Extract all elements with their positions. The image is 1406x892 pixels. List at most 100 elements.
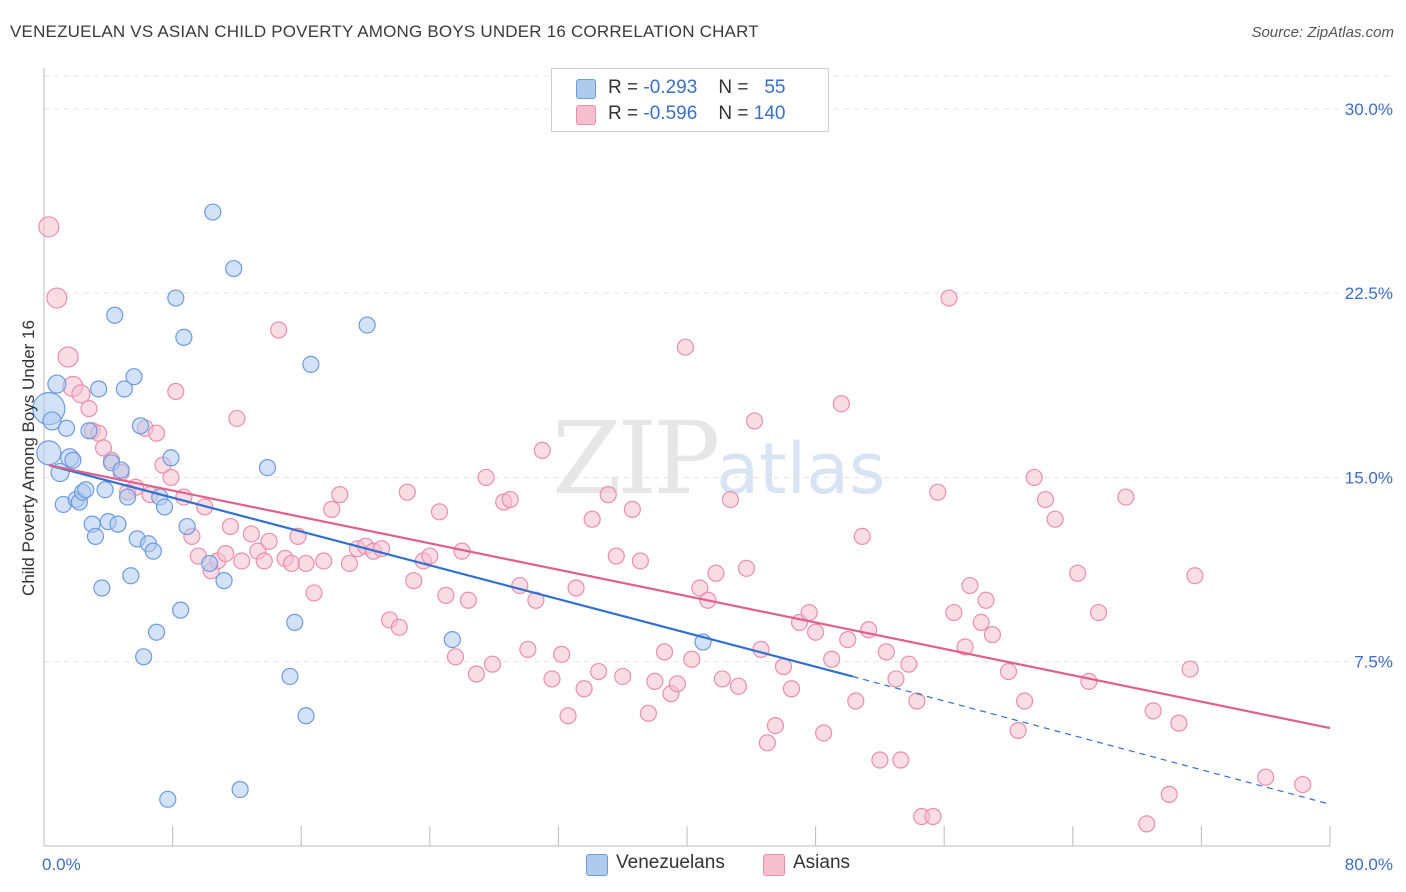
venezuelan-point [178,517,196,536]
source-label: Source: ZipAtlas.com [1251,24,1394,41]
asian-point [977,591,995,609]
bottom-legend-swatch-venezuelans [586,854,608,876]
asian-point [323,500,341,518]
asian-point [961,576,979,595]
asian-point [599,486,617,504]
venezuelan-point [131,417,150,435]
asian-point [623,500,641,518]
asian-point [38,216,60,238]
venezuelan-point [93,579,111,597]
asian-point [752,640,770,659]
venezuelan-point [167,289,185,307]
venezuelan-point [258,459,277,477]
asian-point [668,675,686,693]
asian-point [1046,510,1064,528]
asian-point [908,692,926,710]
asian-point [467,665,486,683]
asian-point [71,384,91,404]
asian-point [553,645,571,663]
asian-point [721,490,740,509]
venezuelan-point [135,648,153,666]
venezuelan-trendline [48,464,853,678]
asian-point [459,591,477,609]
venezuelan-point [147,623,166,641]
venezuelan-point [297,707,315,725]
asian-point [1089,603,1108,622]
correlation-legend: R = -0.293 N = 55 R = -0.596 N = 140 [551,68,829,132]
venezuelan-point [96,481,114,499]
legend-n-label: N = [718,103,749,124]
asian-point [477,468,495,487]
legend-swatch-asians [576,105,596,125]
y-tick-label: 15.0% [1345,468,1393,487]
asian-point [331,486,349,504]
asian-point [929,483,947,501]
asian-point [297,554,315,573]
asian-point [80,400,98,418]
asian-point [167,382,185,401]
axis-layer [43,68,1331,847]
legend-n-label: N = [718,77,749,98]
legend-r-label: R = [608,103,639,124]
venezuelan-point [155,498,174,516]
asian-point [559,707,577,725]
asian-point [483,655,502,673]
asian-point [823,650,841,668]
asian-point [1117,488,1135,506]
points-layer [32,203,1312,833]
asian-point [972,613,990,632]
venezuelan-point [286,613,304,632]
venezuelan-point [159,790,177,808]
asian-point [398,483,416,501]
asian-point [871,751,889,769]
asian-point [1009,721,1027,740]
asian-point [707,564,725,582]
venezuelan-point [90,380,108,398]
legend-r-label: R = [608,77,639,98]
asian-point [390,618,408,636]
venezuelan-point [175,328,193,346]
asian-point [421,547,439,565]
asian-point [774,658,793,676]
asian-point [162,468,180,487]
asian-point [1181,660,1199,678]
venezuelan-point [109,515,127,533]
legend-text-venezuelans: R = -0.293 N = 55 [608,77,785,99]
watermark-zip: ZIP [552,400,720,517]
asian-point [956,638,974,656]
watermark: ZIPatlas [552,400,885,517]
asian-point [1160,785,1178,804]
venezuelan-point [144,542,162,560]
asian-point [713,670,731,688]
bottom-legend-label-venezuelans: Venezuelans [616,852,725,873]
x-tick-label: 80.0% [1345,855,1393,874]
legend-swatch-venezuelans [576,79,596,99]
asian-point [1025,468,1043,487]
venezuelan-point [57,419,76,437]
legend-r-value: -0.596 [643,103,698,124]
asian-point [877,643,895,661]
asian-point [519,640,537,659]
venezuelan-point [215,572,233,590]
venezuelan-point [77,481,95,499]
venezuelan-point [225,259,243,278]
asian-point [847,692,865,710]
legend-n-value: 140 [753,103,786,124]
legend-text-asians: R = -0.596 N = 140 [608,103,785,125]
asian-point [887,670,905,688]
asian-point [631,552,649,570]
asian-point [614,667,632,686]
y-tick-label: 7.5% [1354,653,1393,672]
asian-point [583,510,601,528]
asian-point [1257,768,1275,786]
asian-point [691,579,709,597]
asian-point [900,655,918,673]
venezuelan-point [281,667,299,686]
venezuelan-point [162,449,180,467]
asian-point [567,579,585,597]
asian-point [655,643,674,661]
asian-point [815,724,833,742]
venezuelan-point [172,601,190,619]
asian-point [543,670,561,688]
